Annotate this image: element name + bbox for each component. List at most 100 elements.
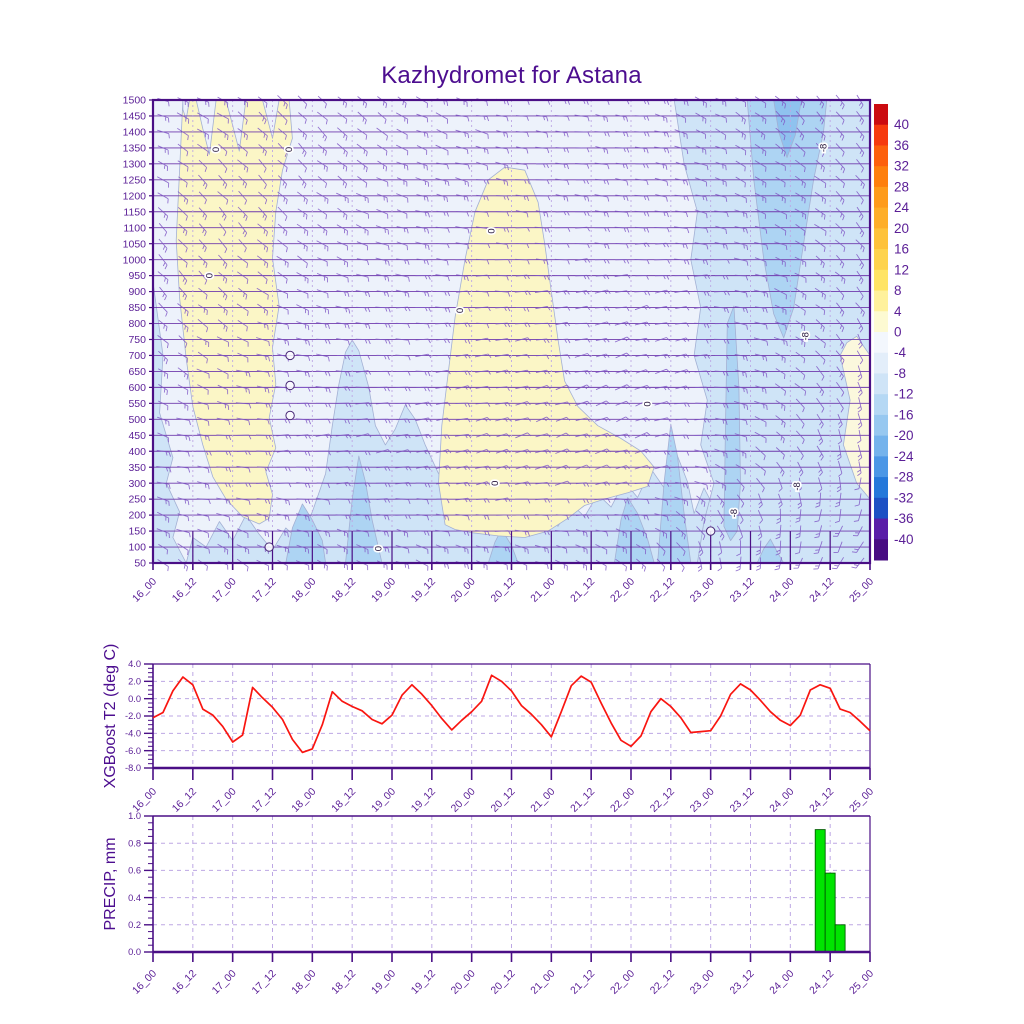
- svg-text:0: 0: [894, 325, 902, 340]
- svg-text:400: 400: [128, 446, 146, 458]
- svg-text:50: 50: [134, 558, 146, 570]
- shaded-regions: [152, 99, 871, 564]
- svg-text:36: 36: [894, 138, 909, 153]
- svg-text:100: 100: [128, 542, 146, 554]
- svg-text:150: 150: [128, 526, 146, 538]
- svg-text:1200: 1200: [123, 190, 147, 202]
- svg-text:-8: -8: [894, 366, 906, 381]
- svg-text:-8: -8: [792, 482, 803, 490]
- svg-text:22_00: 22_00: [608, 786, 637, 815]
- svg-text:-2.0: -2.0: [125, 711, 141, 721]
- svg-text:-6.0: -6.0: [125, 746, 141, 756]
- svg-text:20_12: 20_12: [488, 968, 517, 997]
- t2-series-line: [152, 674, 871, 754]
- svg-text:32: 32: [894, 159, 909, 174]
- svg-text:-12: -12: [894, 387, 914, 402]
- page-title: Kazhydromet for Astana: [381, 62, 642, 89]
- svg-text:20_00: 20_00: [449, 968, 478, 997]
- x-axis: 16_00 16_12 17_00 17_12 18_00 18_12 19_00 19_12…: [130, 563, 876, 605]
- t2-y-axis-title: XGBoost T2 (deg C): [102, 643, 119, 789]
- svg-text:23_00: 23_00: [688, 576, 717, 605]
- svg-text:1150: 1150: [123, 206, 146, 218]
- svg-text:1350: 1350: [123, 142, 147, 154]
- precip-bars: [814, 829, 846, 953]
- x-axis: 16_00 16_12 17_00 17_12 18_00 18_12 19_00 19_12…: [130, 768, 876, 815]
- svg-text:550: 550: [128, 398, 146, 410]
- svg-text:19_12: 19_12: [409, 968, 438, 997]
- precip-bar-24_09: [814, 829, 826, 953]
- svg-text:2.0: 2.0: [128, 677, 141, 687]
- svg-text:24: 24: [894, 200, 910, 215]
- svg-text:17_12: 17_12: [249, 576, 278, 605]
- svg-text:1450: 1450: [123, 111, 147, 123]
- svg-text:850: 850: [128, 302, 146, 314]
- svg-text:0.0: 0.0: [128, 694, 141, 704]
- svg-text:650: 650: [128, 366, 146, 378]
- svg-text:-8: -8: [819, 144, 830, 152]
- precip-gridlines: [153, 816, 870, 952]
- svg-text:22_00: 22_00: [608, 576, 637, 605]
- svg-text:900: 900: [128, 286, 146, 298]
- t2-y-axis: 4.0 2.0 0.0 -2.0 -4.0 -6.0 -8.0: [125, 659, 153, 773]
- svg-text:16_12: 16_12: [170, 786, 199, 815]
- svg-text:0: 0: [455, 308, 466, 313]
- t2-gridlines: [153, 664, 870, 768]
- svg-text:18_00: 18_00: [289, 968, 318, 997]
- top-chart: 0 0000000-8-8-8-8150014501400135013001250…: [123, 95, 914, 605]
- svg-text:23_12: 23_12: [727, 968, 756, 997]
- svg-text:350: 350: [128, 462, 146, 474]
- svg-text:0.8: 0.8: [128, 838, 141, 848]
- svg-text:-16: -16: [894, 407, 914, 422]
- calm-wind-circles: [264, 350, 716, 552]
- svg-text:22_12: 22_12: [648, 576, 677, 605]
- svg-text:24_00: 24_00: [767, 968, 796, 997]
- svg-text:23_12: 23_12: [727, 576, 756, 605]
- svg-text:-8: -8: [800, 332, 811, 340]
- precip-y-axis: 1.0 0.8 0.6 0.4 0.2 0.0: [128, 811, 153, 957]
- svg-text:17_12: 17_12: [249, 786, 278, 815]
- contour-labels: 0 0 0 0 0 0 0 0 -8 -8 -8 -8: [203, 142, 832, 553]
- svg-text:21_12: 21_12: [568, 968, 597, 997]
- svg-text:18_12: 18_12: [329, 786, 358, 815]
- svg-text:24_12: 24_12: [807, 576, 836, 605]
- svg-text:200: 200: [128, 510, 146, 522]
- svg-text:450: 450: [128, 430, 146, 442]
- svg-text:950: 950: [128, 270, 146, 282]
- svg-text:20: 20: [894, 221, 909, 236]
- svg-text:19_00: 19_00: [369, 968, 398, 997]
- svg-text:1500: 1500: [123, 95, 147, 107]
- svg-text:18_12: 18_12: [329, 576, 358, 605]
- svg-text:19_00: 19_00: [369, 576, 398, 605]
- svg-text:28: 28: [894, 179, 909, 194]
- svg-text:25_00: 25_00: [847, 576, 876, 605]
- svg-text:-8: -8: [729, 509, 740, 517]
- svg-text:22_00: 22_00: [608, 968, 637, 997]
- svg-text:-8.0: -8.0: [125, 763, 141, 773]
- svg-text:800: 800: [128, 318, 146, 330]
- x-axis: 16_00 16_12 17_00 17_12 18_00 18_12 19_00 19_12…: [130, 952, 876, 997]
- svg-text:-32: -32: [894, 490, 914, 505]
- svg-text:12: 12: [894, 262, 909, 277]
- precip-chart: 1.0 0.8 0.6 0.4 0.2 0.0 16_00 16_12 17_00 17_12 18…: [128, 811, 876, 997]
- precip-y-axis-title: PRECIP, mm: [102, 837, 119, 931]
- svg-text:17_00: 17_00: [210, 968, 239, 997]
- svg-text:40: 40: [894, 117, 909, 132]
- svg-text:-24: -24: [894, 449, 914, 464]
- svg-text:1400: 1400: [123, 127, 147, 139]
- svg-text:16_00: 16_00: [130, 576, 159, 605]
- svg-text:1000: 1000: [123, 254, 147, 266]
- svg-text:0.2: 0.2: [128, 920, 141, 930]
- svg-text:21_12: 21_12: [568, 786, 597, 815]
- svg-text:18_12: 18_12: [329, 968, 358, 997]
- svg-text:0: 0: [643, 401, 654, 406]
- svg-text:1.0: 1.0: [128, 811, 141, 821]
- svg-text:1050: 1050: [123, 238, 147, 250]
- svg-text:16_12: 16_12: [170, 968, 199, 997]
- svg-text:4.0: 4.0: [128, 659, 141, 669]
- precip-bar-24_12: [824, 872, 836, 953]
- svg-text:16: 16: [894, 242, 909, 257]
- svg-text:23_00: 23_00: [688, 786, 717, 815]
- svg-text:18_00: 18_00: [289, 576, 318, 605]
- svg-text:21_12: 21_12: [568, 576, 597, 605]
